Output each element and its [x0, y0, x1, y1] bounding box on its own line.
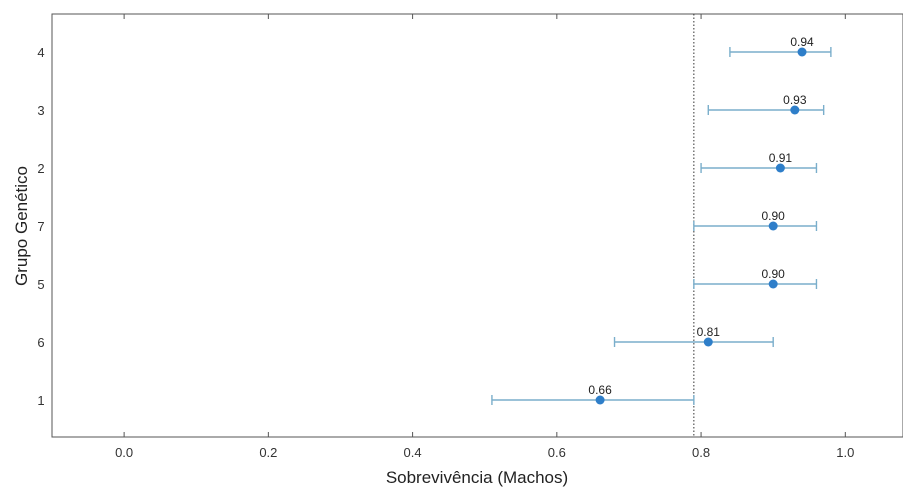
y-tick-label: 3 — [37, 103, 44, 118]
data-label: 0.90 — [762, 267, 786, 281]
plot-frame — [51, 13, 903, 438]
data-label: 0.66 — [588, 383, 612, 397]
x-tick-label: 1.0 — [836, 445, 854, 460]
x-tick-label: 0.6 — [548, 445, 566, 460]
data-label: 0.91 — [769, 151, 793, 165]
y-axis: 4 3 2 7 5 6 1 — [37, 45, 44, 408]
data-point — [790, 105, 800, 115]
x-tick-label: 0.0 — [115, 445, 133, 460]
data-point — [768, 279, 778, 289]
y-tick-label: 7 — [37, 219, 44, 234]
data-point — [595, 395, 605, 405]
y-tick-label: 4 — [37, 45, 44, 60]
data-point — [797, 47, 807, 57]
x-tick-label: 0.8 — [692, 445, 710, 460]
data-label: 0.93 — [783, 93, 807, 107]
x-axis-title: Sobrevivência (Machos) — [386, 468, 568, 487]
x-tick-label: 0.4 — [404, 445, 422, 460]
y-tick-label: 1 — [37, 393, 44, 408]
data-point — [703, 337, 713, 347]
data-label: 0.94 — [790, 35, 814, 49]
data-label: 0.81 — [697, 325, 721, 339]
data-point — [768, 221, 778, 231]
y-tick-label: 2 — [37, 161, 44, 176]
y-tick-label: 6 — [37, 335, 44, 350]
data-marks: 0.94 0.93 0.91 0.90 0.90 0.81 0.66 — [491, 35, 832, 405]
y-tick-label: 5 — [37, 277, 44, 292]
x-axis: 0.0 0.2 0.4 0.6 0.8 1.0 — [115, 14, 854, 460]
y-axis-title: Grupo Genético — [12, 166, 31, 286]
data-point — [775, 163, 785, 173]
data-label: 0.90 — [762, 209, 786, 223]
x-tick-label: 0.2 — [259, 445, 277, 460]
